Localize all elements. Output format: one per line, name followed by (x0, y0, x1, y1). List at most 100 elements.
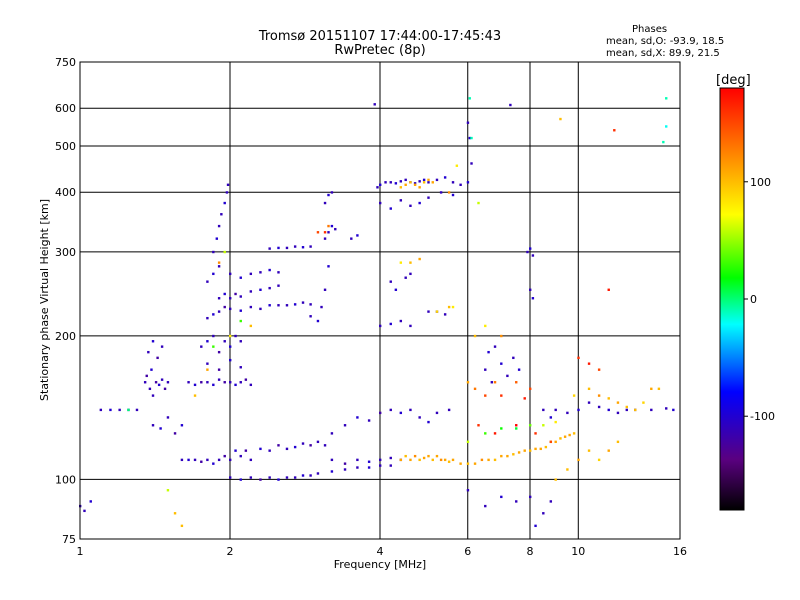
data-point (431, 458, 434, 462)
x-tick-label: 8 (527, 545, 534, 558)
data-point (447, 305, 451, 309)
data-point (268, 304, 271, 307)
data-point (529, 288, 532, 291)
data-point (109, 408, 112, 412)
data-point (493, 432, 497, 435)
data-point (285, 304, 289, 307)
data-point (343, 424, 347, 427)
y-axis-label: Stationary phase Virtual Height [km] (38, 199, 51, 401)
data-point (206, 381, 209, 384)
data-point (500, 394, 503, 397)
data-point (223, 292, 226, 296)
data-point (451, 305, 455, 309)
data-point (399, 458, 403, 462)
data-point (226, 183, 230, 186)
data-point (244, 378, 248, 381)
data-point (477, 424, 480, 427)
data-point (316, 319, 320, 323)
data-point (447, 460, 451, 463)
data-point (323, 231, 327, 234)
x-tick-label: 10 (571, 545, 585, 558)
data-point (607, 288, 610, 291)
data-point (157, 383, 161, 387)
data-point (435, 411, 439, 415)
data-point (399, 411, 403, 415)
data-point (239, 309, 242, 312)
data-point (422, 456, 426, 460)
data-point (572, 394, 576, 397)
y-tick-label: 300 (55, 246, 76, 259)
data-point (554, 408, 557, 412)
data-point (151, 394, 155, 397)
data-point (249, 383, 253, 387)
data-point (229, 272, 232, 276)
data-point (427, 181, 430, 184)
plot-grid (80, 62, 680, 539)
data-point (427, 420, 430, 424)
data-point (439, 191, 443, 194)
data-point (239, 276, 242, 279)
data-point (568, 433, 571, 437)
data-point (484, 432, 487, 435)
chart-title: Tromsø 20151107 17:44:00-17:45:43 (258, 29, 501, 44)
data-point (443, 458, 447, 462)
data-point (206, 368, 209, 371)
data-point (259, 271, 262, 274)
data-point (309, 444, 312, 447)
data-point (147, 350, 150, 354)
data-point (193, 394, 197, 397)
data-point (665, 407, 668, 410)
data-point (180, 424, 184, 427)
data-point (554, 478, 557, 481)
data-point (544, 445, 548, 449)
data-point (323, 444, 327, 447)
data-point (330, 458, 334, 462)
data-point (356, 234, 359, 237)
data-point (217, 297, 221, 300)
data-point (301, 474, 305, 477)
data-point (217, 261, 221, 264)
data-point (506, 374, 509, 378)
data-point (473, 334, 477, 338)
data-point (587, 401, 591, 404)
data-point (418, 257, 421, 261)
plot-frame (79, 61, 681, 540)
data-point (229, 345, 232, 348)
phases-o-stats: mean, sd,O: -93.9, 18.5 (606, 36, 724, 47)
data-point (577, 356, 580, 360)
data-point (409, 204, 412, 207)
data-point (239, 319, 242, 323)
data-point (534, 447, 537, 451)
data-point (404, 178, 407, 182)
data-point (166, 381, 170, 384)
data-point (409, 324, 412, 328)
data-point (217, 378, 221, 381)
data-point (466, 440, 470, 444)
data-point (239, 478, 242, 481)
data-point (542, 424, 545, 427)
data-point (389, 207, 392, 210)
data-point (409, 408, 412, 412)
data-point (427, 196, 430, 199)
data-point (470, 162, 473, 165)
data-point (217, 224, 221, 228)
data-point (327, 224, 330, 228)
data-point (180, 524, 184, 528)
data-point (439, 458, 443, 462)
data-point (309, 315, 312, 318)
data-point (277, 246, 280, 250)
data-point (249, 324, 253, 328)
data-point (268, 247, 271, 250)
data-point (517, 451, 521, 454)
data-point (539, 447, 542, 451)
data-point (367, 460, 371, 463)
data-point (409, 261, 412, 264)
data-point (493, 345, 497, 348)
data-point (229, 297, 232, 300)
data-point (293, 445, 297, 449)
data-point (607, 449, 610, 452)
data-point (151, 424, 155, 427)
y-tick-label: 500 (55, 140, 76, 153)
data-point (150, 368, 153, 371)
data-point (217, 458, 221, 462)
